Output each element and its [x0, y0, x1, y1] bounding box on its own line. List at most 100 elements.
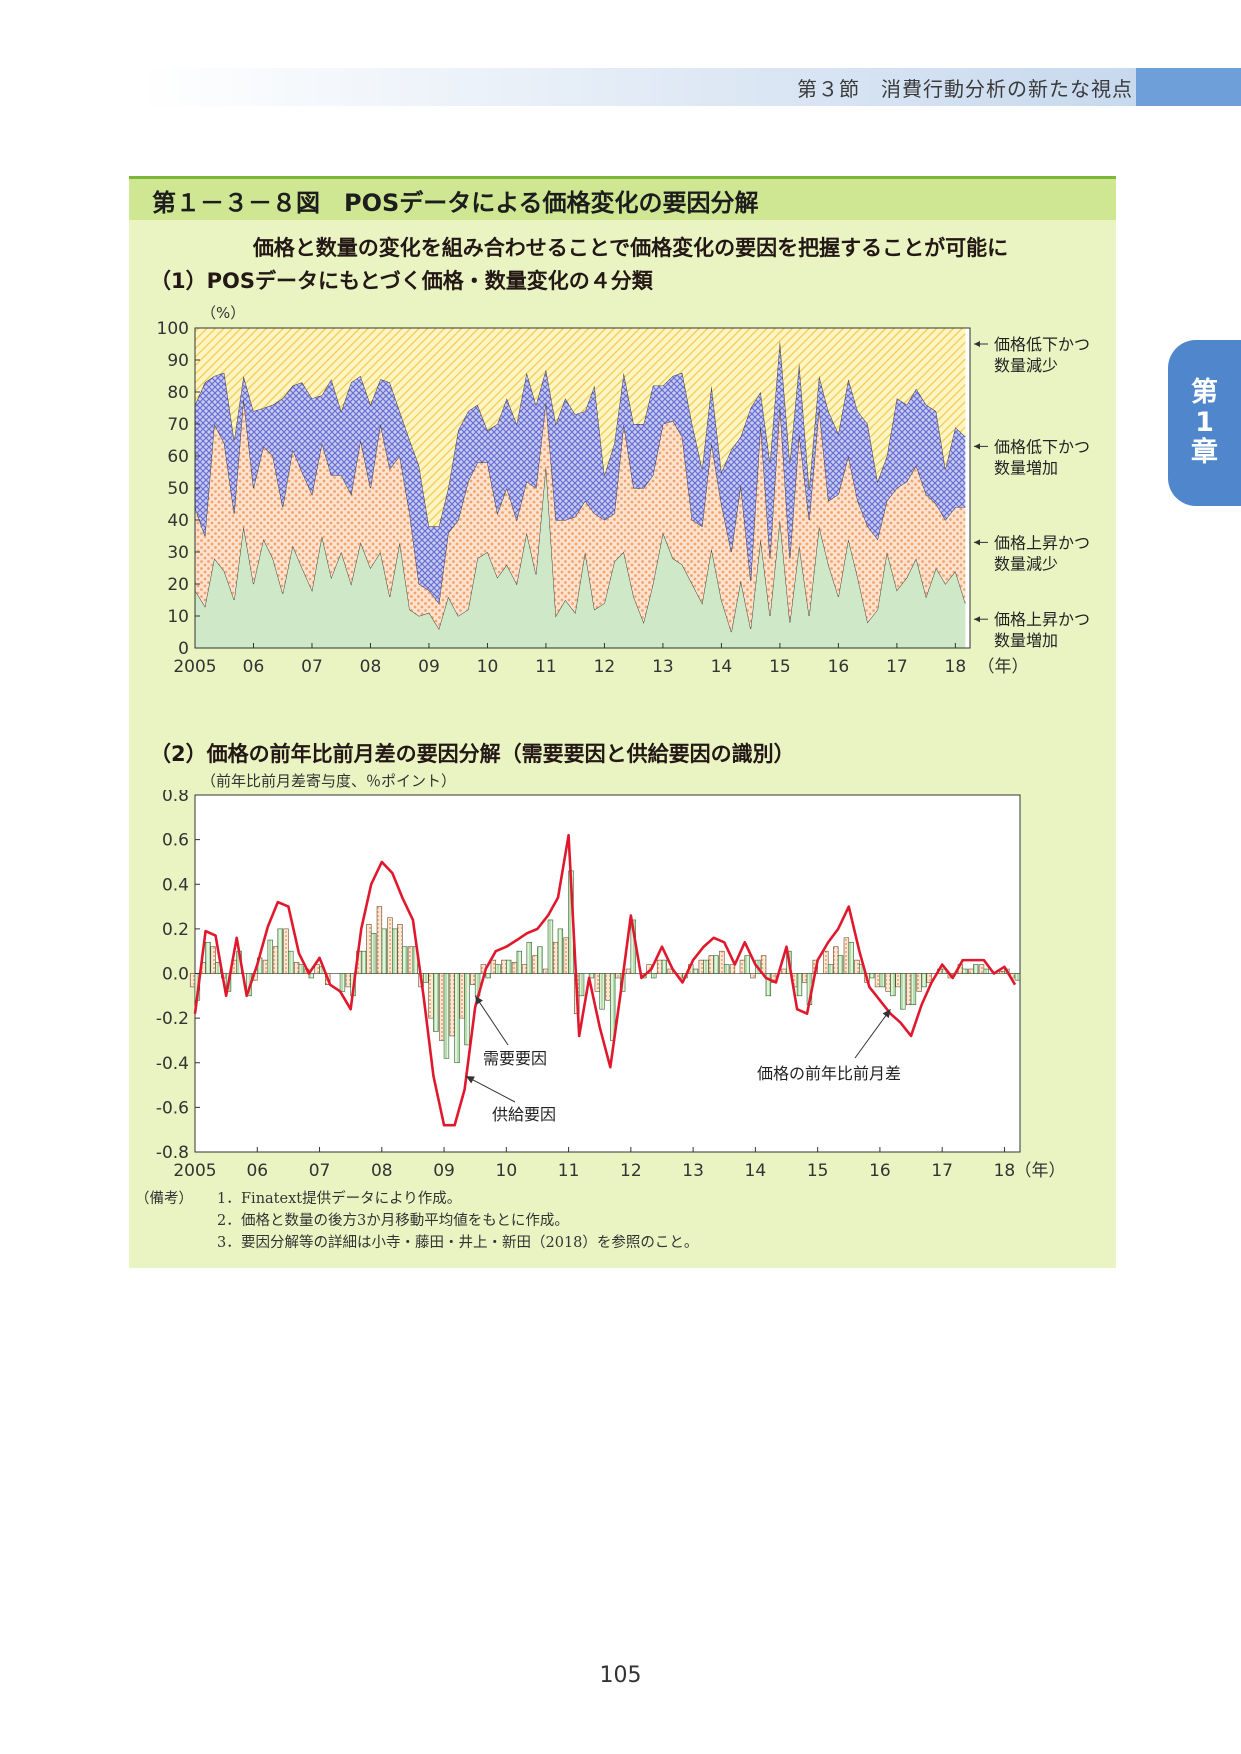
x-tick-label: 15	[769, 657, 791, 677]
demand-bar	[511, 962, 518, 974]
demand-bar	[698, 959, 704, 974]
demand-bar	[438, 973, 445, 1041]
x-tick-label: 16	[828, 657, 850, 677]
x-tick-label: 17	[931, 1161, 953, 1181]
demand-bar	[905, 973, 912, 1006]
demand-bar	[625, 968, 632, 974]
chart1-area-chart: 0 10 20 30 40 50 60 70 80 90 100 2005 06 07 08 09 10 11 12…	[157, 319, 1090, 677]
legend-label: 数量減少	[994, 554, 1058, 573]
chart2-bar-chart: -0.8 -0.6 -0.4 -0.2 0.0 0.2 0.4 0.6 0.8 2005 06 07 0…	[156, 790, 1066, 1181]
demand-bar	[739, 959, 746, 974]
supply-bar	[298, 964, 305, 974]
demand-bar	[615, 973, 621, 979]
y-tick-label: 20	[167, 575, 189, 595]
chapter-tab-line1: 第	[1191, 377, 1218, 408]
x-tick-label: 08	[371, 1161, 393, 1181]
demand-bar	[605, 973, 611, 1001]
supply-bar	[547, 919, 554, 974]
annotation-leader	[854, 1008, 891, 1059]
supply-bar	[723, 964, 730, 974]
demand-bar	[885, 973, 891, 992]
supply-bar	[837, 955, 844, 974]
supply-bar	[402, 946, 408, 974]
note-row: 3． 要因分解等の詳細は小寺・藤田・井上・新田（2018）を参照のこと。	[135, 1232, 698, 1254]
supply-bar	[370, 933, 377, 974]
supply-bar	[599, 973, 605, 1010]
note-text: Finatext提供データにより作成。	[241, 1191, 462, 1207]
supply-bar	[827, 964, 834, 974]
note-number: 1．	[217, 1191, 241, 1207]
supply-bar	[557, 928, 564, 974]
demand-bar	[449, 973, 455, 1037]
legend-label: 価格低下かつ	[994, 335, 1090, 354]
supply-bar	[610, 973, 616, 1041]
supply-bar	[339, 973, 346, 992]
x-tick-label: 10	[496, 1161, 518, 1181]
demand-bar	[501, 959, 507, 974]
chart1-unit-label: （%）	[201, 304, 246, 322]
supply-bar	[765, 973, 772, 997]
legend-label: 価格低下かつ	[994, 437, 1090, 456]
y-tick-label: 0	[178, 639, 189, 659]
x-tick-label: 17	[886, 657, 908, 677]
area-band	[195, 328, 966, 527]
supply-bar	[308, 973, 315, 979]
demand-bar	[926, 973, 932, 983]
demand-bar	[978, 964, 985, 974]
annotation-arrow	[475, 995, 483, 1005]
demand-bar	[854, 959, 860, 974]
price-change-line	[193, 833, 1017, 1127]
demand-bar	[210, 946, 216, 974]
demand-bar	[968, 968, 974, 974]
legend-label: 価格上昇かつ	[994, 610, 1090, 629]
demand-bar	[656, 959, 663, 974]
x-tick-label: 09	[433, 1161, 455, 1181]
header-tab	[1136, 68, 1241, 106]
y-tick-label: -0.4	[156, 1054, 189, 1074]
supply-bar	[443, 973, 450, 1059]
y-tick-label: 70	[167, 415, 189, 435]
x-tick-label: 07	[301, 657, 323, 677]
x-tick-label: 11	[535, 657, 557, 677]
demand-bar	[667, 968, 673, 974]
legend-label: 数量減少	[994, 356, 1058, 375]
supply-bar	[921, 973, 927, 988]
annotation-arrow	[882, 1009, 891, 1019]
demand-bar	[781, 968, 787, 974]
annotation-label: 需要要因	[483, 1049, 547, 1068]
supply-bar	[588, 973, 595, 979]
demand-bar	[293, 962, 300, 974]
legend-label: 数量増加	[994, 458, 1058, 477]
supply-bar	[578, 973, 585, 997]
supply-bar	[796, 973, 803, 997]
supply-bar	[288, 950, 294, 974]
supply-bar	[267, 939, 273, 974]
note-row: 2． 価格と数量の後方3か月移動平均値をもとに作成。	[135, 1210, 698, 1232]
note-text: 要因分解等の詳細は小寺・藤田・井上・新田（2018）を参照のこと。	[241, 1235, 699, 1251]
demand-bar	[376, 906, 383, 974]
y-tick-label: 60	[167, 447, 189, 467]
header-band	[140, 68, 1140, 106]
demand-bar	[916, 973, 922, 992]
y-tick-label: 80	[167, 383, 189, 403]
y-tick-label: 50	[167, 479, 189, 499]
supply-bar	[744, 955, 750, 974]
demand-bar	[594, 973, 601, 992]
x-tick-label: 12	[594, 657, 616, 677]
page-number: 105	[599, 1663, 642, 1688]
figure-title-bar	[129, 176, 1116, 220]
annotation-leader	[465, 1075, 516, 1103]
demand-bar	[843, 937, 850, 974]
x-tick-label: 13	[682, 1161, 704, 1181]
y-tick-label: 90	[167, 351, 189, 371]
annotation-leader	[474, 995, 509, 1046]
supply-bar	[392, 928, 398, 974]
chart2-unit-label: （前年比前月差寄与度、％ポイント）	[201, 772, 457, 790]
legend-arrow	[974, 341, 980, 347]
y-tick-label: 40	[167, 511, 189, 531]
supply-bar	[651, 973, 657, 979]
x-tick-label: 15	[807, 1161, 829, 1181]
x-axis-unit: （年）	[978, 657, 1029, 677]
supply-bar	[277, 928, 283, 974]
note-text: 価格と数量の後方3か月移動平均値をもとに作成。	[241, 1213, 569, 1229]
